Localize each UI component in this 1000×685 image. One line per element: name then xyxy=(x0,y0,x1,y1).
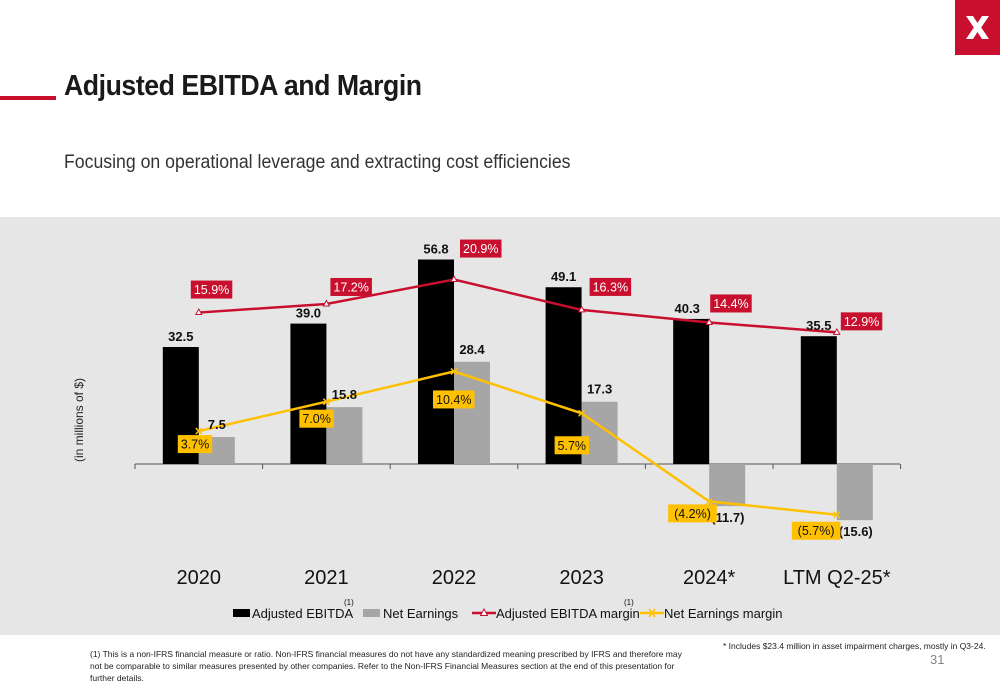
data-label-ebitda-margin-text: 16.3% xyxy=(593,280,628,294)
data-label-net-earnings-margin-box xyxy=(299,409,334,428)
data-label-adjusted-ebitda: 35.5 xyxy=(806,318,831,333)
legend-swatch-red-line xyxy=(472,607,496,616)
legend-superscript: (1) xyxy=(344,598,354,607)
data-label-ebitda-margin: 14.4% xyxy=(710,294,752,313)
data-label-net-earnings: 15.8 xyxy=(332,387,357,402)
data-label-net-earnings-margin: 3.7% xyxy=(177,435,213,454)
data-label-net-earnings-margin: (4.2%) xyxy=(668,504,717,523)
data-label-ebitda-margin-text: 20.9% xyxy=(463,242,498,256)
data-label-adjusted-ebitda: 40.3 xyxy=(675,301,700,316)
data-label-net-earnings-margin-box xyxy=(668,504,717,523)
x-tick-label: 2024* xyxy=(683,567,735,589)
line-net-earnings-margin xyxy=(198,370,837,516)
data-label-ebitda-margin-text: 17.2% xyxy=(333,280,368,294)
data-label-net-earnings: 7.5 xyxy=(208,417,226,432)
bar-adjusted-ebitda xyxy=(673,318,710,464)
data-label-net-earnings-margin: 5.7% xyxy=(554,436,589,455)
marker-net-earnings-margin xyxy=(450,367,458,375)
data-label-ebitda-margin-text: 15.9% xyxy=(194,283,229,297)
data-label-net-earnings-margin-text: (4.2%) xyxy=(674,507,711,521)
marker-ebitda-margin xyxy=(577,305,586,313)
legend-swatch-black xyxy=(233,609,250,617)
data-label-net-earnings: (11.7) xyxy=(711,510,744,525)
x-tick-label: 2022 xyxy=(432,567,477,589)
data-label-net-earnings: (15.6) xyxy=(839,524,873,539)
data-label-net-earnings-margin-text: (5.7%) xyxy=(798,524,835,538)
bar-net-earnings xyxy=(581,401,618,464)
title-accent-rule xyxy=(0,96,56,100)
data-label-adjusted-ebitda: 39.0 xyxy=(296,306,321,321)
data-label-net-earnings-margin: 7.0% xyxy=(299,409,334,428)
x-tick-label: 2023 xyxy=(559,567,604,589)
data-label-net-earnings: 28.4 xyxy=(459,342,485,357)
data-label-adjusted-ebitda: 56.8 xyxy=(423,242,448,257)
x-tick-label: 2021 xyxy=(304,567,349,589)
legend-swatch-yellow-line xyxy=(640,608,664,618)
data-label-ebitda-margin-box xyxy=(460,239,502,258)
legend-swatch-grey xyxy=(363,609,380,617)
page-number: 31 xyxy=(930,652,945,667)
data-label-ebitda-margin: 20.9% xyxy=(460,239,502,258)
footnote-impairment: * Includes $23.4 million in asset impair… xyxy=(723,641,986,651)
data-label-ebitda-margin-text: 12.9% xyxy=(844,315,879,329)
bar-adjusted-ebitda xyxy=(418,259,454,464)
data-label-net-earnings-margin: 10.4% xyxy=(433,390,475,409)
marker-ebitda-margin xyxy=(705,317,714,325)
data-label-net-earnings-margin-box xyxy=(433,390,475,409)
marker-net-earnings-margin xyxy=(322,398,330,406)
marker-net-earnings-margin xyxy=(705,497,713,505)
data-label-ebitda-margin-box xyxy=(840,312,883,331)
data-label-net-earnings-margin-text: 5.7% xyxy=(558,439,587,453)
line-ebitda-margin xyxy=(198,278,837,334)
bar-net-earnings xyxy=(836,464,873,521)
data-label-net-earnings-margin-box xyxy=(791,521,841,540)
data-label-ebitda-margin-text: 14.4% xyxy=(713,297,748,311)
x-tick-label: LTM Q2-25* xyxy=(783,567,891,589)
legend-label-net-earnings-margin: Net Earnings margin xyxy=(664,606,783,621)
data-label-net-earnings-margin-text: 3.7% xyxy=(181,438,210,452)
data-label-net-earnings-margin-text: 7.0% xyxy=(302,412,331,426)
data-label-adjusted-ebitda: 49.1 xyxy=(551,269,576,284)
brand-logo xyxy=(955,0,1000,55)
data-label-ebitda-margin-box xyxy=(330,277,372,296)
footnote-dot: . xyxy=(90,670,93,680)
marker-ebitda-margin xyxy=(194,308,203,316)
legend-superscript: (1) xyxy=(624,598,634,607)
marker-ebitda-margin xyxy=(832,327,841,335)
bar-net-earnings xyxy=(709,464,746,507)
data-label-net-earnings-margin: (5.7%) xyxy=(791,521,841,540)
data-label-ebitda-margin: 17.2% xyxy=(330,277,372,296)
marker-ebitda-margin xyxy=(322,299,331,307)
legend-label-adjusted-ebitda: Adjusted EBITDA xyxy=(252,606,354,621)
data-label-ebitda-margin-box xyxy=(589,277,632,296)
data-label-net-earnings-margin-box xyxy=(177,435,213,454)
marker-net-earnings-margin xyxy=(578,409,586,417)
data-label-net-earnings-margin-box xyxy=(554,436,589,455)
data-label-net-earnings: 17.3 xyxy=(587,382,612,397)
x-tick-label: 2020 xyxy=(177,567,222,589)
data-label-ebitda-margin: 12.9% xyxy=(840,312,883,331)
bar-adjusted-ebitda xyxy=(545,287,582,464)
y-axis-label: (in millions of $) xyxy=(72,377,86,463)
data-label-ebitda-margin: 16.3% xyxy=(589,277,632,296)
bar-net-earnings xyxy=(454,361,490,464)
bar-adjusted-ebitda xyxy=(800,336,837,464)
footnote-non-ifrs: (1) This is a non-IFRS financial measure… xyxy=(90,649,682,683)
x-logo-icon xyxy=(966,16,989,39)
marker-net-earnings-margin xyxy=(833,511,841,519)
legend-label-net-earnings: Net Earnings xyxy=(383,606,459,621)
page-title: Adjusted EBITDA and Margin xyxy=(64,70,422,102)
data-label-adjusted-ebitda: 32.5 xyxy=(168,329,193,344)
bar-adjusted-ebitda xyxy=(290,323,327,464)
marker-net-earnings-margin xyxy=(195,427,203,435)
legend-label-ebitda-margin: Adjusted EBITDA margin xyxy=(496,606,640,621)
data-label-net-earnings-margin-text: 10.4% xyxy=(436,393,471,407)
data-label-ebitda-margin-box xyxy=(190,280,233,299)
marker-ebitda-margin xyxy=(450,275,458,283)
page-subtitle: Focusing on operational leverage and ext… xyxy=(64,152,571,173)
data-label-ebitda-margin: 15.9% xyxy=(190,280,233,299)
data-label-ebitda-margin-box xyxy=(710,294,752,313)
